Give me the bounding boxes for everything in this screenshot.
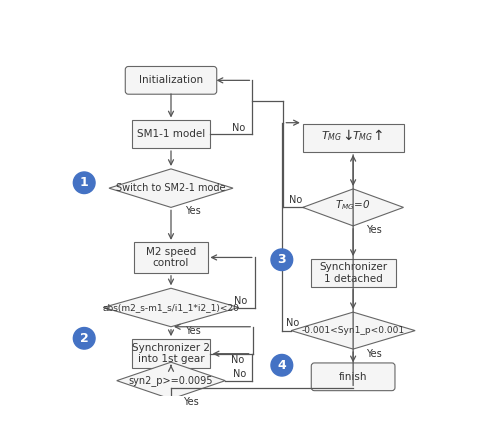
Bar — [134, 242, 208, 273]
Bar — [132, 121, 210, 148]
Polygon shape — [291, 312, 415, 349]
FancyBboxPatch shape — [126, 66, 216, 94]
Text: 4: 4 — [278, 359, 286, 372]
Text: Switch to SM2-1 mode: Switch to SM2-1 mode — [116, 183, 226, 193]
Text: Yes: Yes — [185, 326, 200, 336]
Text: finish: finish — [339, 372, 368, 382]
Text: No: No — [289, 195, 302, 205]
Text: $\downarrow$: $\downarrow$ — [340, 129, 353, 143]
Text: -0.001<Syn1_p<0.001: -0.001<Syn1_p<0.001 — [302, 326, 405, 335]
Text: SM1-1 model: SM1-1 model — [137, 129, 205, 139]
Text: No: No — [286, 318, 300, 328]
Text: $T_{MG}$: $T_{MG}$ — [321, 129, 342, 143]
Text: Yes: Yes — [366, 349, 382, 359]
Polygon shape — [117, 362, 225, 399]
Circle shape — [74, 328, 95, 349]
Text: M2 speed
control: M2 speed control — [146, 247, 196, 268]
Polygon shape — [109, 169, 233, 207]
Circle shape — [271, 355, 292, 376]
Text: Yes: Yes — [185, 206, 200, 216]
Text: No: No — [231, 355, 244, 365]
Text: $T_{MG}$: $T_{MG}$ — [352, 129, 373, 143]
Polygon shape — [103, 288, 239, 327]
Bar — [310, 259, 396, 287]
Text: abs(m2_s-m1_s/i1_1*i2_1)<20: abs(m2_s-m1_s/i1_1*i2_1)<20 — [102, 303, 240, 312]
Text: $\uparrow$: $\uparrow$ — [370, 128, 383, 143]
Text: No: No — [234, 296, 247, 306]
Text: 1: 1 — [80, 176, 88, 189]
Circle shape — [74, 172, 95, 194]
Text: Synchronizer
1 detached: Synchronizer 1 detached — [319, 262, 387, 283]
Bar — [132, 339, 210, 368]
Circle shape — [271, 249, 292, 271]
Text: Initialization: Initialization — [139, 75, 203, 85]
Text: 3: 3 — [278, 253, 286, 266]
Text: No: No — [232, 369, 246, 380]
FancyBboxPatch shape — [312, 363, 395, 391]
Text: Yes: Yes — [184, 397, 199, 407]
Text: Synchronizer 2
into 1st gear: Synchronizer 2 into 1st gear — [132, 343, 210, 364]
Text: syn2_p>=0.0095: syn2_p>=0.0095 — [129, 375, 213, 386]
Text: No: No — [232, 123, 245, 133]
Polygon shape — [303, 189, 404, 226]
Text: 2: 2 — [80, 332, 88, 345]
Bar — [303, 124, 404, 152]
Text: Yes: Yes — [366, 226, 382, 235]
Text: $T_{MG}$=0: $T_{MG}$=0 — [336, 198, 371, 212]
